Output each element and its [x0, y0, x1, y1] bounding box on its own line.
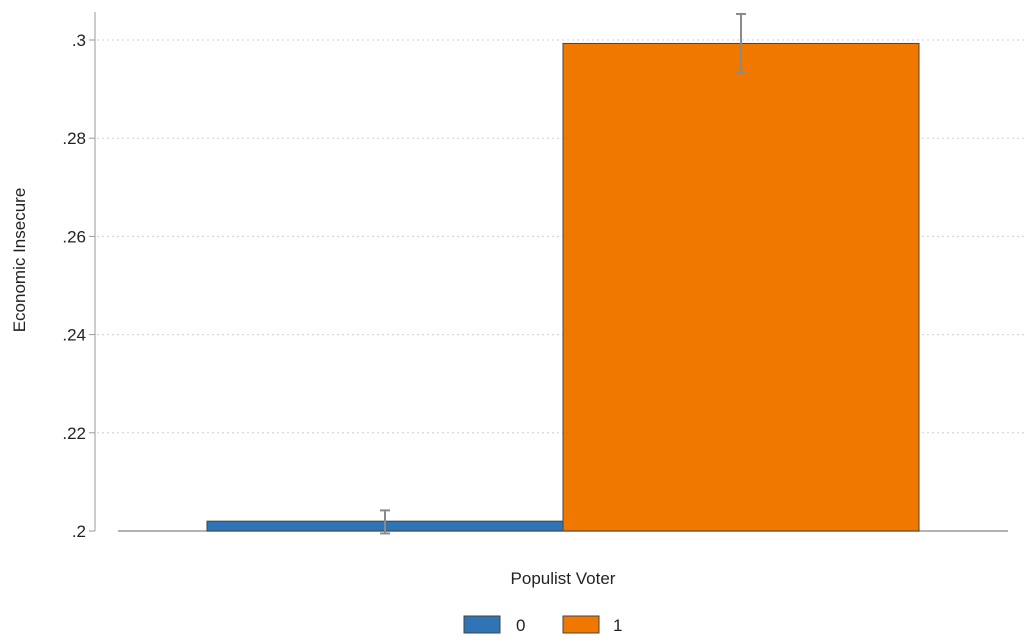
y-tick-label: .28 — [62, 129, 86, 148]
legend-item-0: 0 — [463, 615, 525, 635]
x-axis-title: Populist Voter — [511, 569, 616, 588]
legend-item-1: 1 — [562, 615, 622, 635]
y-tick-label: .22 — [62, 424, 86, 443]
error-bar-0 — [380, 509, 390, 535]
y-tick-label: .2 — [72, 522, 86, 541]
error-bar-1 — [736, 12, 746, 74]
legend-label: 0 — [516, 616, 525, 635]
error-bars — [380, 12, 746, 535]
y-axis-title: Economic Insecure — [10, 188, 29, 333]
bar-1 — [562, 42, 920, 532]
legend-swatch — [562, 615, 600, 634]
y-tick-label: .3 — [72, 31, 86, 50]
legend-label: 1 — [613, 616, 622, 635]
legend-swatch — [463, 615, 501, 634]
y-tick-label: .24 — [62, 326, 86, 345]
bars — [206, 42, 920, 532]
y-tick-label: .26 — [62, 227, 86, 246]
